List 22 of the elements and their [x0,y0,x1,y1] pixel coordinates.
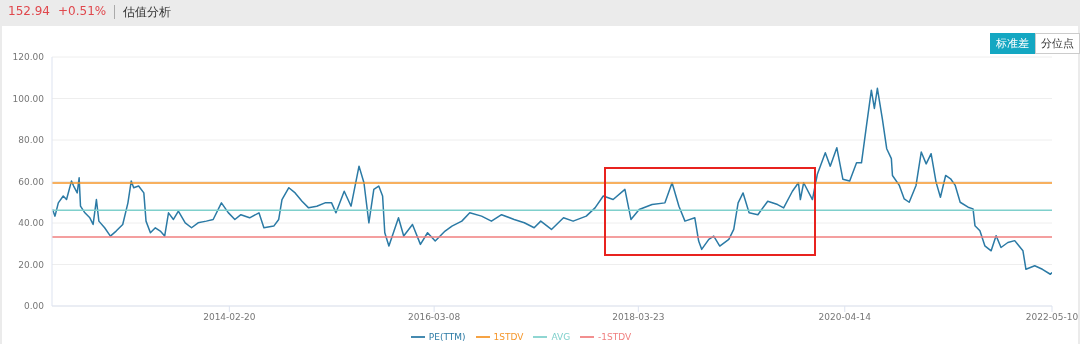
x-tick-label: 2018-03-23 [612,312,665,323]
text: +0.51% [58,4,107,20]
y-tick-label: 20.00 [18,259,45,270]
legend-label: 1STDV [493,331,524,342]
legend-label: -1STDV [598,331,632,342]
text: 标准差 [990,33,1035,54]
text: 估值分析 [123,4,172,21]
line-series [52,87,1052,275]
y-tick-label: 0.00 [23,301,45,312]
y-tick-label: 120.00 [12,52,45,63]
legend-label: AVG [551,331,571,342]
text: 分位点 [1035,33,1080,54]
x-tick-label: 2016-03-08 [407,312,461,323]
x-tick-label: 2022-05-10 [1025,312,1079,323]
x-tick-label: 2014-02-20 [203,312,256,323]
y-tick-label: 80.00 [18,135,45,146]
x-tick-label: 2020-04-14 [818,312,872,323]
text: 152.94 [8,4,50,20]
y-tick-label: 100.00 [12,93,45,104]
legend-label: PE(TTM) [428,331,466,342]
y-tick-label: 60.00 [18,176,45,187]
y-tick-label: 40.00 [18,218,45,229]
